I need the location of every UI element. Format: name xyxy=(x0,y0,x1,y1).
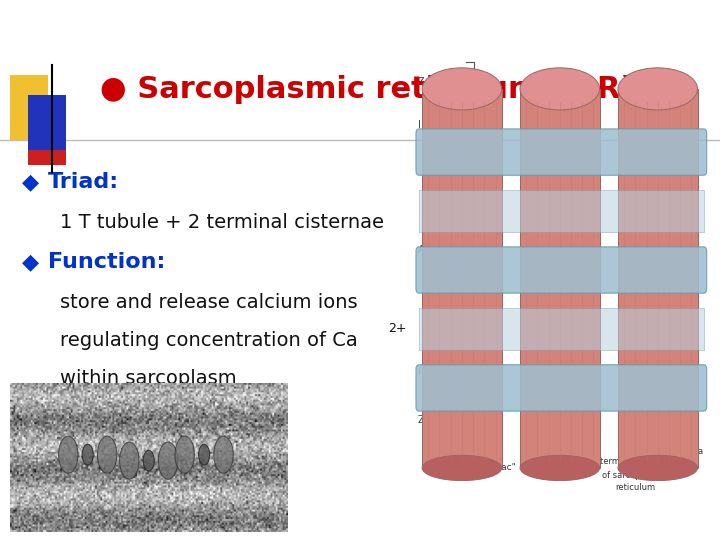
Ellipse shape xyxy=(618,455,698,481)
Text: I band: I band xyxy=(418,367,449,377)
Ellipse shape xyxy=(175,436,194,473)
Ellipse shape xyxy=(158,442,178,479)
Ellipse shape xyxy=(214,436,233,473)
Text: T tubule: T tubule xyxy=(552,463,589,472)
Bar xyxy=(422,89,502,468)
Text: ● Sarcoplasmic reticulum  (SR): ● Sarcoplasmic reticulum (SR) xyxy=(100,76,634,105)
Text: regulating concentration of Ca: regulating concentration of Ca xyxy=(60,330,358,349)
Text: of sarcoplasmic: of sarcoplasmic xyxy=(602,470,668,480)
Bar xyxy=(28,110,66,165)
Ellipse shape xyxy=(97,436,117,473)
Text: Function:: Function: xyxy=(48,252,166,272)
Text: A band: A band xyxy=(418,245,452,255)
Bar xyxy=(28,95,66,150)
Bar xyxy=(520,89,600,468)
Text: 1 T tubule + 2 terminal cisternae: 1 T tubule + 2 terminal cisternae xyxy=(60,213,384,232)
Text: H: H xyxy=(460,245,467,255)
Text: Z line: Z line xyxy=(418,77,446,87)
FancyBboxPatch shape xyxy=(416,247,707,293)
Ellipse shape xyxy=(422,455,502,481)
Ellipse shape xyxy=(58,436,78,473)
Ellipse shape xyxy=(120,442,139,479)
Text: "triac": "triac" xyxy=(487,463,516,472)
Ellipse shape xyxy=(520,455,600,481)
Text: reticulum: reticulum xyxy=(615,483,655,491)
Bar xyxy=(419,308,703,350)
Ellipse shape xyxy=(618,68,698,110)
Text: Z line: Z line xyxy=(418,415,446,425)
Text: sarcclemma: sarcclemma xyxy=(653,448,704,456)
Ellipse shape xyxy=(143,450,154,471)
Ellipse shape xyxy=(422,68,502,110)
FancyBboxPatch shape xyxy=(416,365,707,411)
Ellipse shape xyxy=(82,444,94,465)
Ellipse shape xyxy=(520,68,600,110)
Bar xyxy=(10,75,48,140)
Text: ◆: ◆ xyxy=(22,172,39,192)
Ellipse shape xyxy=(199,444,210,465)
Text: I band: I band xyxy=(418,120,449,130)
Text: ◆: ◆ xyxy=(22,252,39,272)
Text: Triad:: Triad: xyxy=(48,172,119,192)
Bar xyxy=(618,89,698,468)
Text: 2+: 2+ xyxy=(388,321,407,334)
Text: within sarcoplasm: within sarcoplasm xyxy=(60,368,237,388)
Text: terminal cistema: terminal cistema xyxy=(600,457,670,467)
Text: store and release calcium ions: store and release calcium ions xyxy=(60,293,358,312)
Bar xyxy=(419,190,703,232)
FancyBboxPatch shape xyxy=(416,129,707,175)
